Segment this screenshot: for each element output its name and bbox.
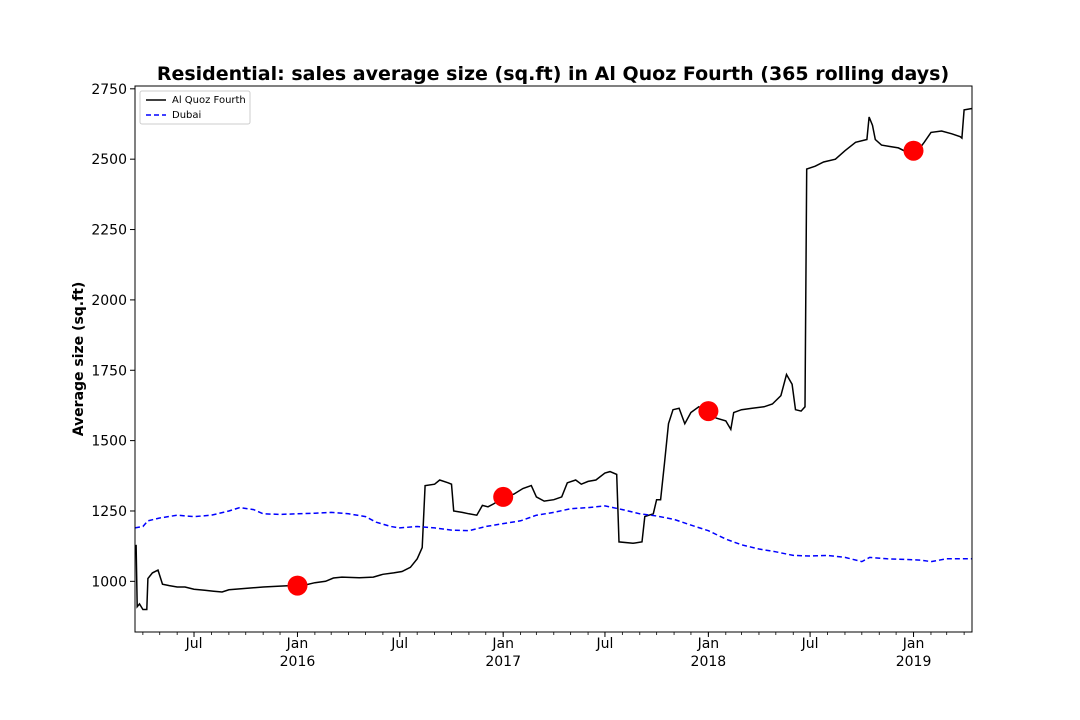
chart-title: Residential: sales average size (sq.ft) … <box>157 63 949 85</box>
x-tick-label: Jul <box>185 636 203 652</box>
y-tick-label: 2750 <box>91 82 127 98</box>
y-tick-label: 1750 <box>91 363 127 379</box>
plot-area <box>134 107 973 611</box>
x-tick-label: Jan <box>491 636 514 652</box>
legend: Al Quoz Fourth Dubai <box>139 90 251 125</box>
plot-frame <box>134 85 973 633</box>
legend-box <box>139 90 251 125</box>
x-tick-year-label: 2019 <box>896 654 932 670</box>
marker-point <box>287 575 308 596</box>
marker-point <box>493 486 514 507</box>
legend-label-dubai: Dubai <box>172 110 201 121</box>
series-line-al-quoz-fourth <box>135 107 973 611</box>
x-tick-label: Jan <box>286 636 309 652</box>
y-axis-label: Average size (sq.ft) <box>71 282 87 437</box>
axis-ticks: 1000 1250 1500 1750 2000 2250 2500 2750 Jul Jan 20… <box>91 82 965 670</box>
x-tick-label: Jul <box>595 636 613 652</box>
marker-point <box>903 140 924 161</box>
legend-label-al-quoz: Al Quoz Fourth <box>172 95 246 106</box>
x-tick-label: Jan <box>902 636 925 652</box>
y-tick-label: 2250 <box>91 223 127 239</box>
x-tick-year-label: 2016 <box>280 654 316 670</box>
y-tick-label: 2000 <box>91 293 127 309</box>
x-tick-year-label: 2017 <box>485 654 521 670</box>
x-tick-label: Jul <box>801 636 819 652</box>
x-tick-year-label: 2018 <box>691 654 727 670</box>
y-tick-label: 2500 <box>91 152 127 168</box>
marker-point <box>698 401 719 422</box>
series-line-dubai <box>134 505 972 563</box>
y-tick-label: 1500 <box>91 434 127 450</box>
y-tick-label: 1250 <box>91 504 127 520</box>
x-tick-label: Jan <box>697 636 720 652</box>
x-tick-label: Jul <box>390 636 408 652</box>
y-tick-label: 1000 <box>91 574 127 590</box>
